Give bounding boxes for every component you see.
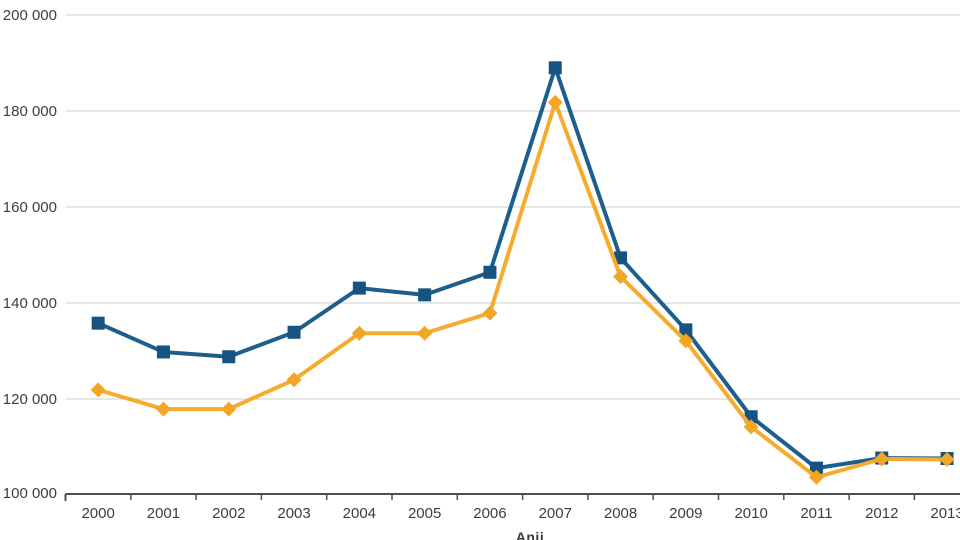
- x-axis-tick-label: 2007: [539, 505, 572, 522]
- blue-series-marker: [91, 316, 105, 330]
- y-axis-tick-label: 100 000: [3, 485, 57, 502]
- yellow-series-marker: [874, 451, 890, 467]
- y-axis-tick-label: 140 000: [3, 295, 57, 312]
- y-axis-tick-label: 160 000: [3, 199, 57, 216]
- yellow-series-marker: [221, 401, 237, 417]
- blue-series-marker: [418, 288, 432, 302]
- yellow-series-marker: [808, 469, 824, 485]
- yellow-series-line: [96, 100, 950, 480]
- yellow-series-marker: [351, 325, 367, 341]
- yellow-series-marker: [743, 419, 759, 435]
- yellow-series-marker: [155, 401, 171, 417]
- x-axis-tick-label: 2002: [212, 505, 245, 522]
- x-axis-tick-label: 2009: [669, 505, 702, 522]
- blue-series-marker: [287, 325, 301, 339]
- blue-series-marker: [809, 461, 823, 475]
- blue-series-marker: [352, 281, 366, 295]
- yellow-series-marker: [678, 333, 694, 349]
- yellow-series-marker: [939, 451, 955, 467]
- x-axis-tick-label: 2003: [277, 505, 310, 522]
- blue-series-marker: [483, 265, 497, 279]
- x-axis-title: Anii: [515, 529, 545, 540]
- blue-series-marker: [156, 345, 170, 359]
- yellow-series-marker: [90, 382, 106, 398]
- x-axis-tick-label: 2008: [604, 505, 637, 522]
- blue-series-line: [96, 65, 950, 471]
- yellow-series-marker: [613, 269, 629, 285]
- yellow-series-marker: [482, 305, 498, 321]
- x-axis-tick-label: 2004: [343, 505, 376, 522]
- x-axis-tick-label: 2001: [147, 505, 180, 522]
- x-axis-tick-label: 2006: [473, 505, 506, 522]
- yellow-series-marker: [547, 94, 563, 110]
- y-axis-tick-label: 200 000: [3, 7, 57, 24]
- x-axis-tick-label: 2005: [408, 505, 441, 522]
- blue-series-marker: [679, 323, 693, 337]
- y-axis-tick-label: 180 000: [3, 103, 57, 120]
- x-axis-tick-label: 2000: [81, 505, 114, 522]
- yellow-series-marker: [286, 372, 302, 388]
- yellow-series-marker: [417, 325, 433, 341]
- blue-series-marker: [548, 61, 562, 75]
- blue-series-marker: [614, 251, 628, 265]
- x-axis-tick-label: 2013: [930, 505, 960, 522]
- x-axis-tick-label: 2012: [865, 505, 898, 522]
- x-axis-tick-label: 2011: [800, 505, 832, 522]
- y-axis-tick-label: 120 000: [3, 391, 57, 408]
- blue-series-marker: [222, 350, 236, 364]
- x-axis-tick-label: 2010: [734, 505, 767, 522]
